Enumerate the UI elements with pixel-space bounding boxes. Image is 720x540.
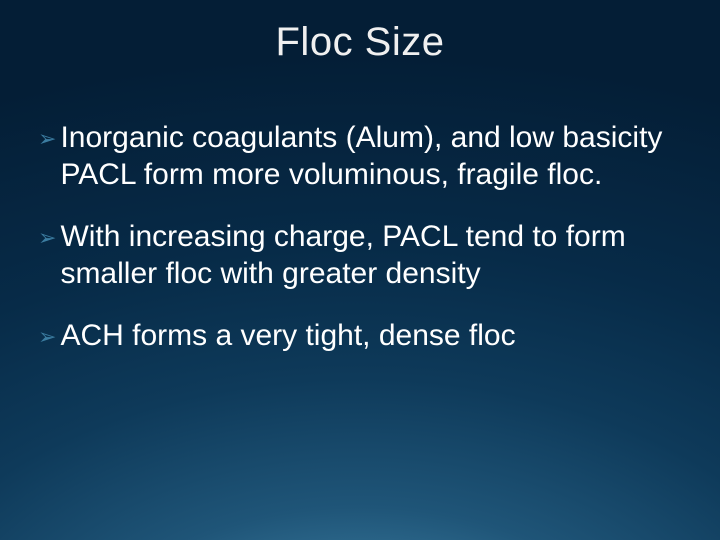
bullet-text: With increasing charge, PACL tend to for… [60,219,670,292]
bullet-text: Inorganic coagulants (Alum), and low bas… [60,120,670,193]
bullet-text: ACH forms a very tight, dense floc [60,318,670,355]
bullet-item: ➢ Inorganic coagulants (Alum), and low b… [38,120,670,193]
chevron-right-icon: ➢ [38,324,56,351]
slide-title: Floc Size [0,20,720,65]
slide-body: ➢ Inorganic coagulants (Alum), and low b… [38,120,670,381]
slide: Floc Size ➢ Inorganic coagulants (Alum),… [0,0,720,540]
bullet-item: ➢ With increasing charge, PACL tend to f… [38,219,670,292]
chevron-right-icon: ➢ [38,126,56,153]
chevron-right-icon: ➢ [38,225,56,252]
bullet-item: ➢ ACH forms a very tight, dense floc [38,318,670,355]
